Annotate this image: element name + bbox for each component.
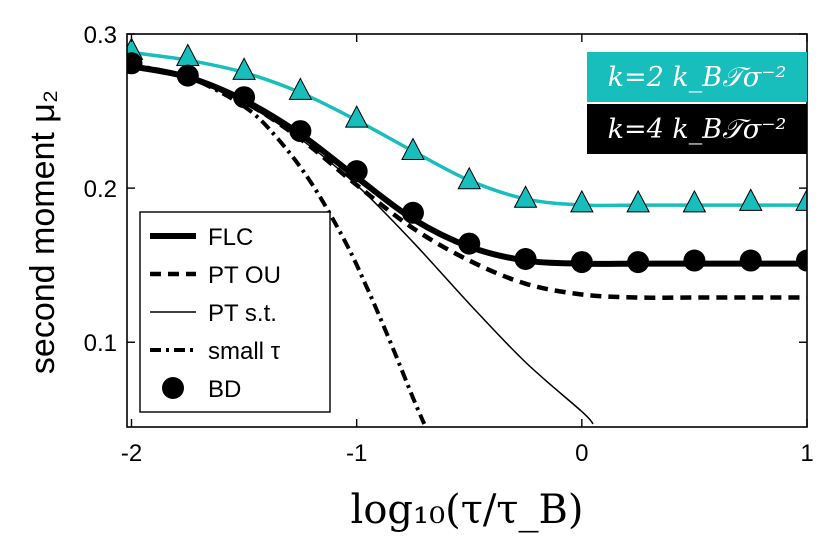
legend-marker xyxy=(162,377,184,399)
data-point-k-2-bd xyxy=(344,105,369,128)
data-point-k-2-bd xyxy=(401,137,425,161)
annotation-label: k=4 k_B𝒯σ⁻² xyxy=(608,114,787,145)
data-point-k-2-bd xyxy=(457,166,482,190)
x-tick-label: -2 xyxy=(121,440,142,467)
legend-label: FLC xyxy=(208,224,253,251)
legend: FLC PT OU PT s.t. small τ BD xyxy=(139,211,331,413)
x-tick-label: -1 xyxy=(346,440,367,467)
y-tick-label: 0.2 xyxy=(84,176,117,203)
x-tick-label: 0 xyxy=(575,440,588,467)
data-point-k-2-bd xyxy=(232,57,256,80)
data-point-k-2-bd xyxy=(682,189,707,213)
data-point-k-4-bd xyxy=(289,120,312,143)
data-point-k-4-bd xyxy=(627,251,650,274)
marker-layer xyxy=(127,37,807,274)
data-point-k-4-bd xyxy=(458,232,481,255)
data-point-k-2-bd xyxy=(175,43,200,67)
data-point-k-4-bd xyxy=(570,251,593,274)
annotation-layer: k=2 k_B𝒯σ⁻² k=4 k_B𝒯σ⁻² xyxy=(587,52,807,154)
legend-label: small τ xyxy=(208,338,281,365)
data-point-k-4-bd xyxy=(796,249,807,272)
data-point-k-2-bd xyxy=(288,77,313,100)
y-tick-label: 0.1 xyxy=(84,330,117,357)
data-point-k-4-bd xyxy=(514,248,537,271)
data-point-k-4-bd xyxy=(401,201,424,224)
data-point-k-4-bd xyxy=(739,249,762,272)
legend-label: PT OU xyxy=(208,262,281,289)
legend-label: BD xyxy=(208,376,241,403)
plot-frame xyxy=(126,33,808,428)
annotation-box xyxy=(587,104,807,154)
ticks-layer: -2 -1 0 1 0.1 0.2 0.3 xyxy=(84,22,814,467)
legend-label: PT s.t. xyxy=(208,300,277,327)
data-point-k-4-bd xyxy=(233,86,256,109)
data-point-k-4-bd xyxy=(127,52,143,75)
data-point-k-4-bd xyxy=(683,249,706,272)
data-point-k-2-bd xyxy=(795,188,807,211)
data-point-k-2-bd xyxy=(626,189,650,213)
data-point-k-4-bd xyxy=(176,64,199,87)
y-tick-label: 0.3 xyxy=(84,22,117,49)
data-point-k-2-bd xyxy=(738,188,763,211)
data-point-k-4-bd xyxy=(345,160,368,183)
y-axis-label: second moment μ₂ xyxy=(24,90,62,374)
data-point-k-2-bd xyxy=(570,189,594,213)
annotation-box xyxy=(587,52,807,102)
x-tick-label: 1 xyxy=(800,440,813,467)
data-point-k-2-bd xyxy=(513,185,538,208)
x-axis-label: log₁₀(τ/τ_B) xyxy=(351,487,584,533)
annotation-label: k=2 k_B𝒯σ⁻² xyxy=(608,62,787,93)
